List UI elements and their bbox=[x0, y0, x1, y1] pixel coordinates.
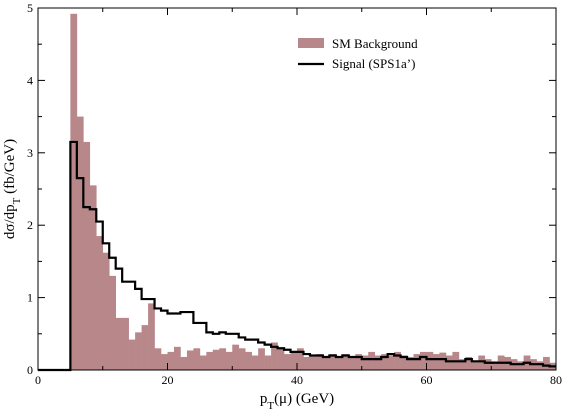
background-bar bbox=[264, 355, 272, 370]
background-bar bbox=[89, 185, 97, 370]
y-tick-label: 0 bbox=[27, 363, 33, 377]
background-bar bbox=[309, 355, 317, 370]
x-tick-label: 40 bbox=[291, 373, 303, 387]
background-bar bbox=[102, 252, 110, 370]
background-bar bbox=[432, 354, 440, 370]
background-bar bbox=[161, 354, 168, 370]
background-bar bbox=[109, 275, 116, 370]
background-bar bbox=[251, 355, 259, 370]
background-bar bbox=[70, 13, 78, 371]
background-bar bbox=[387, 355, 395, 370]
background-bar bbox=[258, 348, 265, 370]
background-bar bbox=[517, 361, 524, 370]
background-bar bbox=[484, 359, 492, 370]
background-bar bbox=[277, 348, 285, 370]
legend-label-signal: Signal (SPS1a’) bbox=[332, 56, 415, 71]
legend-swatch-background bbox=[298, 38, 324, 48]
background-bar bbox=[322, 356, 330, 370]
background-bar bbox=[154, 348, 162, 370]
x-tick-label: 20 bbox=[162, 373, 174, 387]
background-bar bbox=[381, 354, 388, 370]
background-bar bbox=[355, 354, 363, 370]
background-bar bbox=[96, 236, 104, 370]
legend-label-background: SM Background bbox=[332, 36, 418, 51]
y-tick-label: 1 bbox=[27, 291, 33, 305]
background-bar bbox=[199, 355, 207, 370]
background-bar bbox=[439, 352, 447, 370]
background-bar bbox=[290, 351, 298, 370]
x-tick-label: 60 bbox=[421, 373, 433, 387]
background-bar bbox=[342, 354, 350, 370]
x-axis-label: pT(μ) (GeV) bbox=[260, 391, 334, 411]
background-bar bbox=[297, 348, 304, 370]
background-bar bbox=[271, 342, 278, 370]
background-bar bbox=[543, 356, 550, 370]
background-bar bbox=[135, 332, 142, 370]
background-bar bbox=[478, 355, 486, 370]
y-tick-label: 4 bbox=[27, 73, 33, 87]
background-bar bbox=[167, 351, 175, 370]
background-bar bbox=[335, 356, 343, 370]
background-bar bbox=[394, 351, 401, 370]
background-bar bbox=[316, 354, 324, 370]
background-bar bbox=[400, 355, 408, 370]
background-bar bbox=[141, 325, 149, 370]
background-bar bbox=[420, 351, 427, 370]
background-bar bbox=[225, 351, 233, 370]
background-bar bbox=[148, 303, 155, 370]
background-bar bbox=[83, 141, 91, 370]
background-bar bbox=[348, 356, 356, 370]
background-bar bbox=[458, 359, 466, 370]
background-bar bbox=[115, 317, 123, 370]
background-bar bbox=[122, 317, 129, 370]
background-bar bbox=[128, 339, 136, 370]
background-bar bbox=[212, 349, 220, 370]
background-bar bbox=[284, 354, 291, 370]
background-bar bbox=[329, 354, 337, 370]
background-bar bbox=[193, 348, 201, 370]
background-bar bbox=[245, 351, 252, 370]
y-tick-label: 5 bbox=[27, 1, 33, 15]
background-bar bbox=[180, 356, 188, 370]
legend: SM Background Signal (SPS1a’) bbox=[298, 36, 418, 71]
background-bar bbox=[173, 346, 181, 370]
background-bar bbox=[303, 356, 311, 370]
background-bar bbox=[232, 344, 240, 370]
background-bar bbox=[445, 355, 453, 370]
background-bar bbox=[206, 351, 214, 370]
background-bar bbox=[471, 361, 479, 370]
background-bar bbox=[465, 356, 473, 370]
background-bar bbox=[186, 350, 194, 370]
background-bar bbox=[536, 361, 544, 370]
y-tick-label: 2 bbox=[27, 218, 33, 232]
background-bar bbox=[413, 354, 421, 370]
background-bar bbox=[76, 116, 84, 370]
background-bar bbox=[374, 355, 382, 370]
background-bar bbox=[368, 351, 375, 370]
axis-ticks-group: 0 20 40 60 80 0 1 2 3 4 5 bbox=[27, 1, 562, 387]
background-bar bbox=[491, 361, 499, 370]
background-bar bbox=[238, 348, 246, 370]
background-bar bbox=[426, 351, 434, 370]
background-bar bbox=[407, 356, 414, 370]
y-tick-label: 3 bbox=[27, 146, 33, 160]
signal-step-line bbox=[38, 140, 556, 372]
x-tick-label: 80 bbox=[550, 373, 562, 387]
y-axis-label: dσ/dpT (fb/GeV) bbox=[2, 139, 23, 239]
background-bar bbox=[361, 355, 369, 370]
x-tick-label: 0 bbox=[35, 373, 41, 387]
background-bar bbox=[219, 348, 227, 370]
